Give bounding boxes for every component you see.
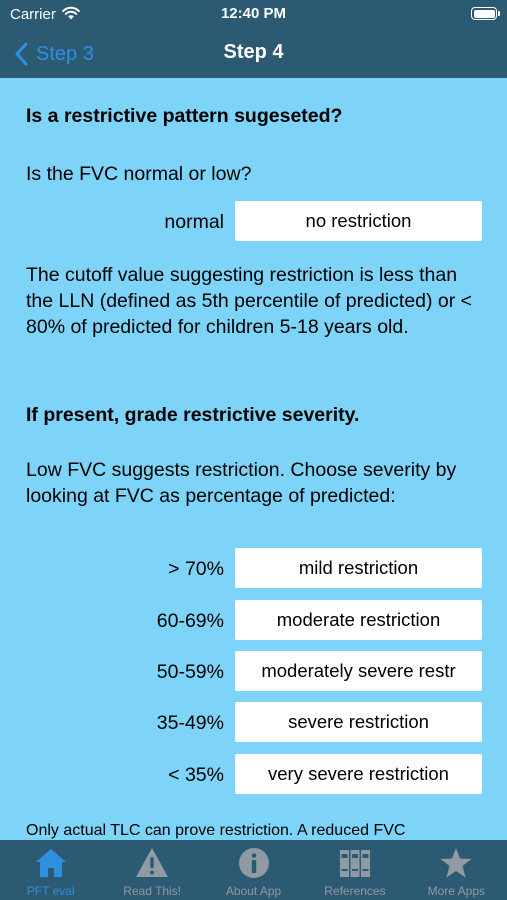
severity-row-label: 35-49% [156, 712, 224, 734]
severity-button-mild[interactable]: mild restriction [235, 548, 482, 588]
tab-more-apps[interactable]: More Apps [406, 840, 507, 900]
books-icon [339, 850, 370, 877]
carrier-label: Carrier [10, 6, 56, 23]
tab-label: References [324, 884, 386, 898]
severity-row-label: 50-59% [156, 661, 224, 683]
severity-button-moderately-severe[interactable]: moderately severe restr [235, 651, 482, 691]
severity-button-moderate[interactable]: moderate restriction [235, 600, 482, 640]
severity-button-severe[interactable]: severe restriction [235, 702, 482, 742]
tlc-footnote: Only actual TLC can prove restriction. A… [26, 822, 406, 839]
chevron-left-icon [15, 42, 28, 66]
star-icon [440, 848, 472, 878]
content-scroll-area[interactable]: Is a restrictive pattern sugeseted? Is t… [0, 78, 507, 840]
severity-row-label: 60-69% [156, 610, 224, 632]
home-icon [35, 849, 66, 877]
tab-label: Read This! [123, 884, 182, 898]
severity-heading: If present, grade restrictive severity. [26, 404, 360, 426]
tab-pft-eval[interactable]: PFT eval [0, 840, 101, 900]
fvc-result-button[interactable]: no restriction [235, 201, 482, 241]
fvc-row-label: normal [164, 211, 224, 233]
back-button[interactable]: Step 3 [14, 40, 94, 68]
clock-time: 12:40 PM [220, 5, 287, 22]
tab-label: About App [225, 884, 282, 898]
severity-row-label: < 35% [168, 764, 224, 786]
tab-references[interactable]: References [304, 840, 405, 900]
tab-bar: PFT eval Read This! About App Refer [0, 840, 507, 900]
severity-row-label: > 70% [168, 558, 224, 580]
info-icon [238, 848, 269, 878]
tab-label: More Apps [427, 884, 486, 898]
tab-label: PFT eval [26, 884, 75, 898]
cutoff-explanation: The cutoff value suggesting restriction … [26, 264, 473, 338]
tab-about-app[interactable]: About App [203, 840, 304, 900]
back-button-label: Step 3 [36, 42, 94, 65]
wifi-icon [62, 6, 80, 20]
navigation-bar: Step 3 Step 4 [0, 30, 507, 78]
tab-read-this[interactable]: Read This! [101, 840, 202, 900]
fvc-question: Is the FVC normal or low? [26, 163, 252, 185]
status-bar: Carrier 12:40 PM [0, 0, 507, 30]
battery-icon [471, 7, 500, 20]
restriction-heading: Is a restrictive pattern sugeseted? [26, 105, 343, 127]
severity-intro: Low FVC suggests restriction. Choose sev… [26, 459, 457, 507]
severity-button-very-severe[interactable]: very severe restriction [235, 754, 482, 794]
warning-icon [136, 848, 169, 877]
page-title: Step 4 [223, 41, 284, 63]
